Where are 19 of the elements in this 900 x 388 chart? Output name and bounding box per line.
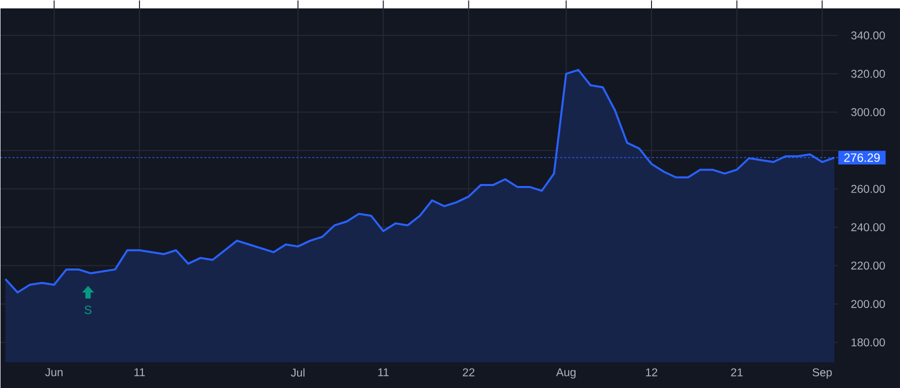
y-tick-label: 340.00: [851, 31, 885, 40]
x-tick-label: Jul: [290, 368, 304, 377]
y-tick-label: 300.00: [851, 108, 885, 116]
x-tick-label: Jun: [45, 368, 63, 376]
x-tick-label: 21: [731, 368, 743, 376]
x-tick-label: 12: [646, 368, 658, 376]
x-tick-label: 11: [378, 368, 389, 376]
x-tick-label: Sep: [812, 368, 832, 378]
y-tick-label: 200.00: [851, 300, 885, 308]
ref-line-label: 276.29: [844, 153, 880, 162]
y-tick-label: 180.00: [852, 338, 885, 346]
y-tick-label: 260.00: [851, 184, 885, 193]
annotation: S: [84, 305, 92, 314]
x-tick-label: 22: [462, 368, 474, 376]
y-tick-label: 240.00: [851, 223, 885, 232]
y-tick-label: 220.00: [851, 262, 885, 270]
x-tick-label: Aug: [556, 368, 576, 378]
y-tick-label: 320.00: [851, 70, 885, 78]
x-tick-label: 11: [134, 368, 145, 376]
